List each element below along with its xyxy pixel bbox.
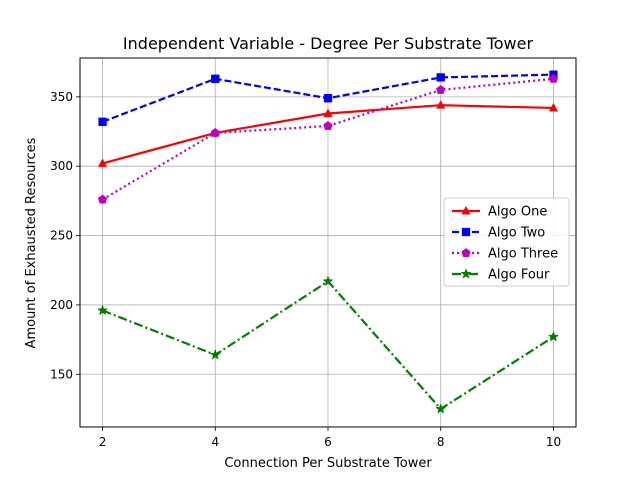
legend-marker xyxy=(461,205,471,215)
data-point xyxy=(322,275,334,287)
data-point xyxy=(436,100,446,109)
data-point xyxy=(96,304,109,316)
data-point xyxy=(548,102,559,112)
data-point xyxy=(97,158,108,167)
chart-title: Independent Variable - Degree Per Substr… xyxy=(123,34,534,53)
series-group xyxy=(96,70,560,414)
data-point xyxy=(210,128,220,137)
data-point xyxy=(323,121,333,130)
y-tick-label: 350 xyxy=(50,90,73,104)
data-point xyxy=(97,194,108,204)
y-tick-label: 200 xyxy=(50,298,73,312)
y-tick-label: 300 xyxy=(50,159,73,173)
legend-marker xyxy=(461,227,471,237)
legend-entry-label: Algo Two xyxy=(488,226,545,241)
legend-entry-label: Algo Four xyxy=(488,268,550,283)
legend-marker xyxy=(460,268,472,279)
data-point xyxy=(323,108,333,117)
legend-entry-label: Algo Three xyxy=(488,247,558,262)
data-point xyxy=(323,94,333,103)
legend-marker xyxy=(461,248,471,257)
legend-entry-label: Algo One xyxy=(488,205,547,220)
x-axis-ticks: 2 4 6 8 10 xyxy=(99,427,561,449)
y-tick-label: 250 xyxy=(50,229,73,243)
series-algo-three xyxy=(97,73,559,204)
legend: Algo One Algo Two Algo Three Algo Four xyxy=(443,197,570,287)
legend-box xyxy=(443,197,570,287)
data-point xyxy=(548,73,559,83)
x-tick-label: 6 xyxy=(324,435,332,449)
data-point xyxy=(435,403,447,414)
x-tick-label: 10 xyxy=(546,435,561,449)
data-point xyxy=(98,117,107,126)
series-algo-four xyxy=(96,275,560,414)
data-point xyxy=(436,85,446,94)
data-point xyxy=(547,330,560,342)
data-point xyxy=(209,348,221,360)
y-axis-ticks: 150 200 250 300 350 xyxy=(50,90,80,381)
x-axis-label: Connection Per Substrate Tower xyxy=(224,456,432,471)
data-point xyxy=(436,73,445,82)
x-tick-label: 4 xyxy=(211,435,219,449)
y-axis-label: Amount of Exhausted Resources xyxy=(24,137,39,348)
data-point xyxy=(211,74,220,83)
y-tick-label: 150 xyxy=(50,367,73,381)
x-tick-label: 8 xyxy=(437,435,445,449)
x-tick-label: 2 xyxy=(99,435,107,449)
